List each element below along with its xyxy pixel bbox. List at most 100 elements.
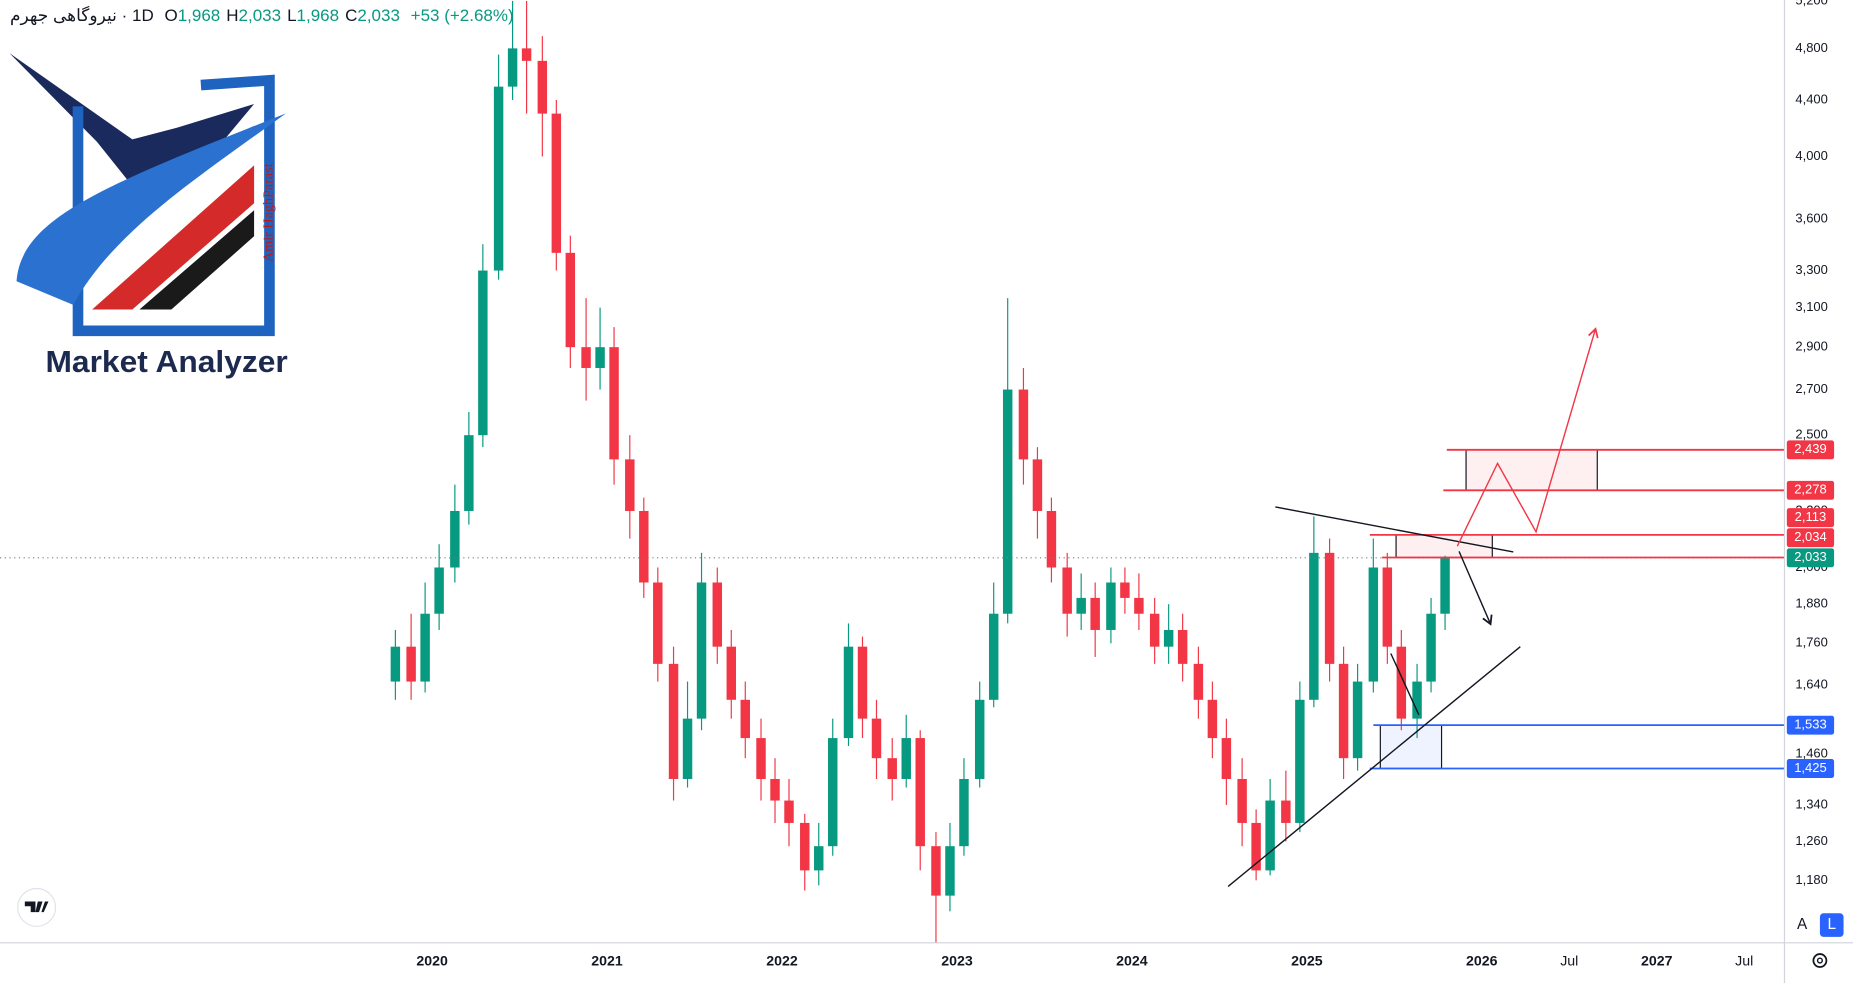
candle-body [1251,822,1261,871]
candle-body [1295,699,1305,823]
candle-body [857,646,868,719]
price-tag [1786,480,1835,500]
y-tick-label: 1,460 [1795,746,1828,761]
ohlc-key: O [164,6,178,25]
candle-body [450,510,460,568]
candle-body [756,738,766,779]
candle-body [668,663,679,779]
settings-button[interactable] [1812,953,1828,968]
candle-body [565,252,576,348]
ohlc-value: 2,033 [238,6,282,25]
candle-body [507,48,518,87]
settings-button-center [1816,957,1823,964]
candle-body [1412,681,1422,719]
x-tick-label: 2021 [591,953,623,969]
x-tick-label: 2026 [1466,953,1498,969]
plot-area [0,0,1785,943]
y-tick-label: 4,800 [1795,40,1828,55]
zone [1379,724,1443,770]
price-tag-label: 2,033 [1794,549,1827,564]
price-tag [1786,440,1835,460]
trend-drawing [1275,506,1514,553]
candle-body [609,347,619,460]
candle-body [1032,459,1043,511]
x-tick-label: 2023 [941,953,973,969]
price-tag [1786,715,1835,735]
candle-body [1281,800,1291,823]
candle-body [1177,629,1188,664]
candle-body [464,435,474,511]
y-tick-label: 1,180 [1795,872,1828,887]
candle-body [931,846,941,896]
scale-buttons: A L [1791,913,1844,968]
logo-swoosh [16,113,286,305]
candle-body [814,846,824,871]
candle-body [901,738,911,779]
y-tick-label: 1,760 [1795,635,1828,650]
ohlc-key: C [345,6,358,25]
candle-body [390,646,401,682]
log-button[interactable] [1819,913,1844,937]
price-tag-label: 2,113 [1795,509,1827,524]
x-tick-label: 2025 [1291,953,1323,969]
ohlc-key: H [226,6,239,25]
zone [1465,449,1598,491]
candle-body [1106,582,1116,630]
y-tick-label: 3,100 [1795,299,1828,314]
candle-body [1090,597,1100,630]
trend-drawing [1456,327,1599,547]
candle-body [537,60,548,114]
candle-body [1134,597,1144,614]
axes: 1,1801,2601,3401,4601,6401,7601,8802,000… [416,0,1828,969]
candle-body [974,699,985,779]
price-tag [1786,528,1835,548]
candle-body [653,582,663,664]
candle-body [1076,597,1086,614]
change: +53 (+2.68%) [410,6,514,25]
candle-body [1018,389,1029,460]
tradingview-badge[interactable] [17,887,57,927]
x-tick-label: 2022 [766,953,798,969]
ohlc-value: 1,968 [177,6,221,25]
candle-body [712,582,723,647]
auto-button[interactable] [1791,913,1813,937]
y-tick-label: 4,400 [1795,91,1828,106]
price-tag-label: 1,425 [1794,760,1827,775]
candle-body [682,718,693,779]
ohlc-values: O1,968 H2,033 L1,968 C2,033 [158,6,399,25]
candle-body [1368,567,1379,682]
separator: · [121,6,128,25]
price-tag [1786,508,1835,528]
y-tick-label: 1,340 [1795,796,1828,811]
x-tick-label: 2020 [416,953,448,969]
candle-body [800,822,810,871]
price-tag-label: 1,533 [1794,717,1827,732]
interval: 1D [131,6,154,25]
x-tick-label: Jul [1560,953,1578,969]
candle-body [1440,557,1450,614]
y-tick-label: 2,900 [1795,339,1828,354]
candle-body [1324,552,1335,664]
candle-body [493,86,504,271]
candle-body [420,613,430,682]
candle-body [551,113,562,253]
candle-body [1163,629,1174,647]
candle-body [1352,681,1363,759]
y-tick-label: 4,000 [1795,148,1828,163]
logo-title: Market Analyzer [45,344,287,379]
y-tick-label: 1,880 [1795,596,1828,611]
x-tick-label: 2024 [1116,953,1148,969]
x-tick-label: Jul [1735,953,1753,969]
candle-body [434,567,444,614]
ohlc-key: L [287,6,297,25]
candle-body [726,646,737,700]
y-tick-label: 2,700 [1795,381,1828,396]
candle-body [521,48,532,61]
candle-body [1396,646,1407,719]
candle-body [1149,613,1160,647]
candle-body [988,613,999,700]
logo-author: Amir HaghParast [261,163,277,262]
